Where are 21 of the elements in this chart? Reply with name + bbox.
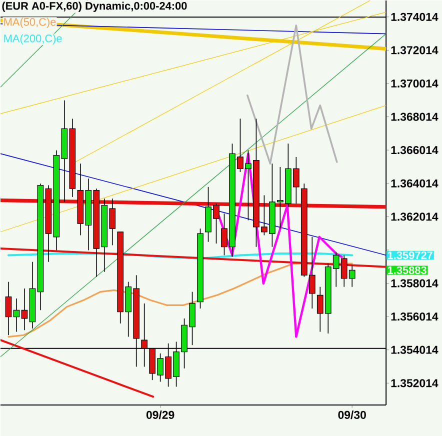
y-tick-label: 1.364014 [391,179,438,188]
x-tick-label: 09/29 [146,410,174,420]
text: 1.359727 [388,251,432,260]
text: 1.35883 [388,266,426,274]
y-tick-label: 1.354014 [391,346,438,354]
y-tick-label: 1.356014 [391,312,438,321]
y-tick-label: 1.372014 [391,46,438,54]
chart-title: (EUR A0-FX,60) Dynamic,0:00-24:00 [2,2,187,12]
y-tick-label: 1.368014 [391,112,438,121]
y-tick-label: 1.374014 [391,12,438,21]
candlestick [5,281,12,336]
x-tick-label: 09/30 [338,410,366,420]
text: MA(50,C)e [4,18,56,28]
text: MA(200,C)e [4,34,62,44]
candlestick [21,288,28,331]
y-tick-label: 1.358014 [391,279,438,288]
candlestick [13,298,20,332]
y-tick-label: 1.370014 [391,79,438,88]
y-tick-label: 1.366014 [391,146,438,154]
y-tick-label: 1.352014 [391,379,438,388]
y-tick-label: 1.362014 [391,212,438,221]
